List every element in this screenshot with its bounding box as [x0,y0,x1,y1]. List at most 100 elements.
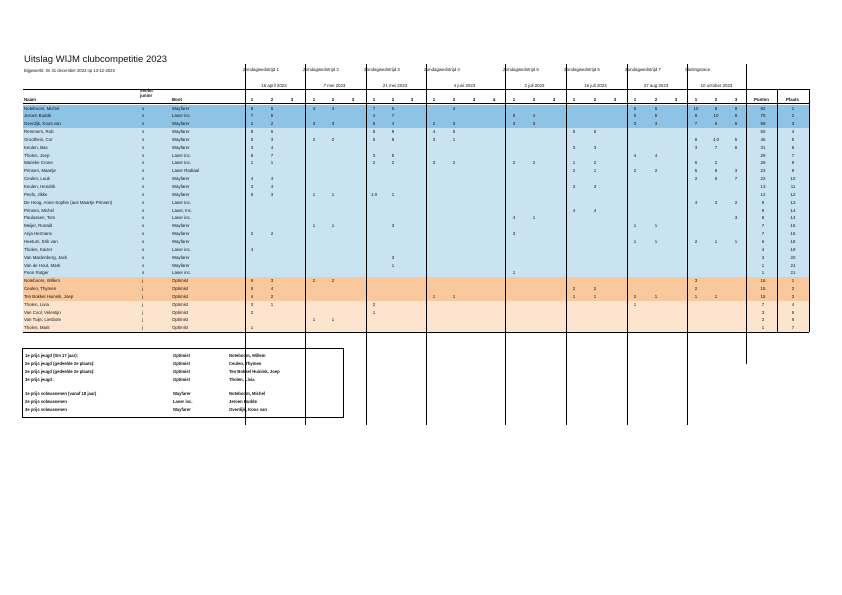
row-rank: 5 [791,136,795,142]
row-rank: 3 [791,121,795,127]
row-boat: Wayfarer [172,223,190,229]
row-senior-junior: j [142,301,143,307]
table-row [23,292,809,301]
heat-label: 4 [492,97,496,102]
row-senior-junior: s [142,176,145,182]
score-cell: 1 [572,293,576,299]
score-cell: 6 [734,121,738,127]
row-rank: 6 [791,317,795,323]
row-name: Noteboom, Michel [24,105,60,111]
score-cell: 2 [694,176,698,182]
table-row [23,167,809,176]
table-separator [505,64,506,425]
row-points: 29 [760,152,766,158]
table-separator-points [777,89,778,333]
row-points: 22 [760,176,766,182]
competition-name: Zondagwedstrijd 7 [625,67,661,72]
table-row [23,135,809,144]
competition-date: 4 juni 2023 [453,83,476,88]
score-cell: 1 [593,168,597,174]
score-cell: 3 [270,191,274,197]
table-row [23,183,809,191]
score-cell: 1 [593,293,597,299]
score-cell: 5 [734,136,738,142]
score-cell: 5 [512,113,516,119]
row-rank: 5 [791,309,795,315]
score-cell: 3 [512,231,516,237]
row-rank: 20 [790,254,796,260]
row-senior-junior: s [142,207,145,213]
score-cell: 1 [331,317,335,323]
score-cell: 2 [312,136,316,142]
score-cell: 6 [694,160,698,166]
score-cell: 6 [250,278,254,284]
heat-label: 3 [410,97,414,102]
row-rank: 1 [791,278,795,284]
row-rank: 13 [790,199,796,205]
table-row [23,261,809,270]
score-cell: 3 [432,136,436,142]
prize-winner: Overdijk, Koos van [229,407,267,412]
row-boat: Laser inc. [172,270,192,276]
row-senior-junior: s [142,144,145,150]
row-name: Keulen, Bas [24,144,48,150]
row-points: 70 [760,113,766,119]
score-cell: 9 [734,113,738,119]
row-boat: Wayfarer [172,184,190,189]
heat-label: 3 [613,97,617,102]
row-senior-junior: j [142,278,143,284]
row-name: Van Cool, Velentijn [24,309,61,315]
score-cell: 3 [734,215,738,221]
row-boat: Optimist [172,325,189,331]
table-row [23,128,809,136]
table-line-bottom [23,332,809,334]
score-cell: 1 [312,317,316,323]
row-rank: 21 [790,270,796,276]
prize-boat: Wayfarer [173,407,191,412]
score-cell: 1 [532,215,536,221]
table-row [23,269,809,278]
score-cell: 2 [572,168,576,174]
score-cell: 2 [532,160,536,166]
prize-winner: Noteboom, Michel [229,391,266,396]
score-cell: 4 [250,246,254,252]
row-name: Tholen, Marit [24,325,50,331]
score-cell: 3 [593,144,597,150]
score-cell: 1 [391,262,395,268]
row-rank: 11 [790,184,796,189]
row-boat: Laser, Inc. [172,207,193,213]
score-cell: 6 [372,121,376,127]
score-cell: 8 [250,129,254,135]
score-cell: 1 [312,223,316,229]
score-cell: 2 [270,293,274,299]
competition-name: Zondagwedstrijd 2 [303,67,339,72]
row-rank: 21 [790,262,796,268]
heat-label: 2 [593,97,597,102]
score-cell: 3 [331,121,335,127]
score-cell: 8 [714,168,718,174]
table-separator [627,64,628,425]
score-cell: 3 [654,121,658,127]
score-cell: 3 [694,278,698,284]
row-rank: 2 [791,113,795,119]
row-name: Poon Rutger [24,270,49,276]
row-boat: Optimist [172,309,189,315]
row-senior-junior: s [142,199,145,205]
score-cell: 3 [734,168,738,174]
score-cell: 4.0 [712,136,720,142]
row-senior-junior: s [142,113,145,119]
row-rank: 14 [790,207,796,213]
score-cell: 3 [372,152,376,158]
row-points: 1 [761,262,765,268]
row-boat: Optimist [172,278,189,284]
score-cell: 2 [633,293,637,299]
row-points: 6 [761,238,765,244]
prize-label: 3e prijs volwassenen [25,407,67,412]
competition-name: Zondagwedstrijd 6 [564,67,600,72]
row-rank: 2 [791,293,795,299]
score-cell: 3 [391,223,395,229]
column-header-senior-junior: senior junior [140,88,154,98]
row-senior-junior: s [142,191,145,197]
score-cell: 2 [694,238,698,244]
score-cell: 4 [532,113,536,119]
